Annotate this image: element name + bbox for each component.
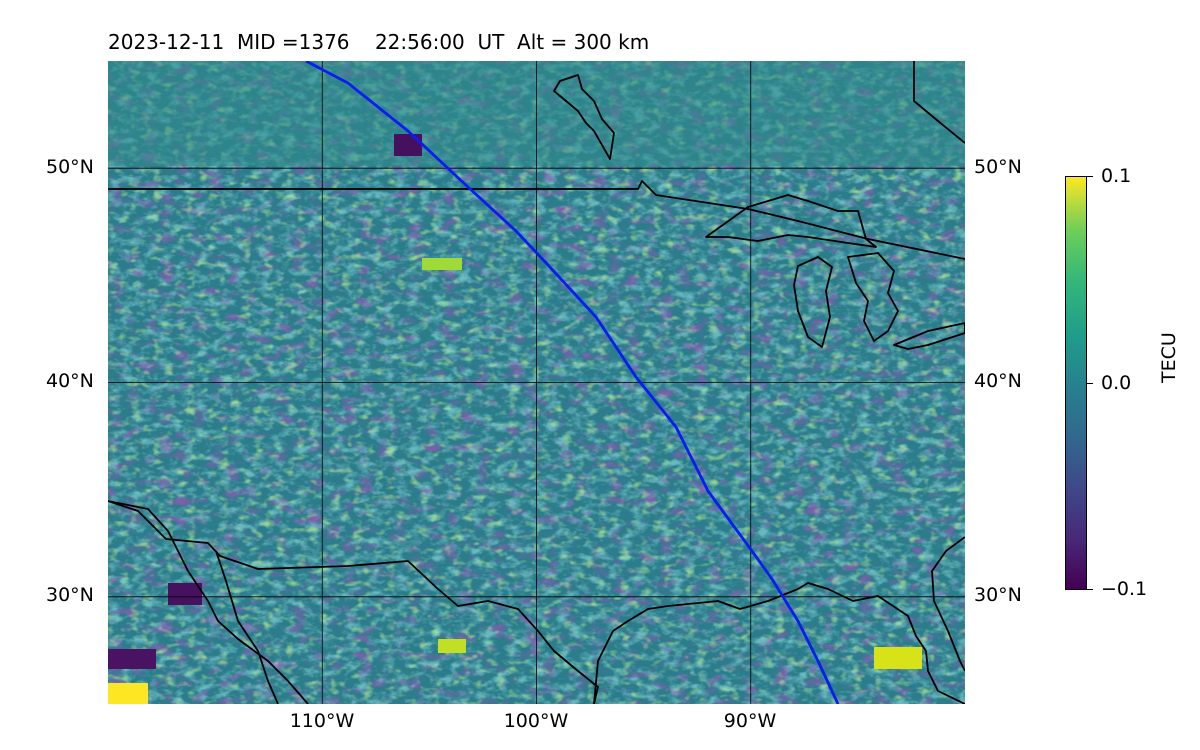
lat-label-40-left: 40°N bbox=[46, 370, 94, 392]
lat-label-30-right: 30°N bbox=[974, 584, 1022, 606]
mexico-west-coast bbox=[108, 500, 309, 704]
lake-huron bbox=[847, 252, 899, 342]
colorbar bbox=[1065, 176, 1087, 590]
bright-patch-2 bbox=[438, 639, 466, 653]
dark-patch-2 bbox=[108, 649, 156, 669]
map-title: 2023-12-11 MID =1376 22:56:00 UT Alt = 3… bbox=[108, 30, 650, 54]
lat-label-30-left: 30°N bbox=[46, 584, 94, 606]
colorbar-label-zero: 0.0 bbox=[1101, 372, 1132, 394]
lat-label-40-right: 40°N bbox=[974, 370, 1022, 392]
coastlines-borders bbox=[108, 61, 965, 704]
bright-patch-sw bbox=[108, 683, 148, 704]
lat-label-50-right: 50°N bbox=[974, 156, 1022, 178]
bright-patch-se bbox=[874, 647, 922, 669]
gulf-coast bbox=[108, 500, 599, 704]
lake-erie bbox=[893, 322, 965, 350]
satellite-track bbox=[305, 61, 840, 704]
texas-coast bbox=[593, 582, 965, 704]
colorbar-tick-min bbox=[1087, 589, 1093, 590]
dark-patch-1 bbox=[394, 134, 422, 156]
colorbar-label-min: −0.1 bbox=[1101, 578, 1148, 600]
lake-superior bbox=[705, 194, 877, 248]
florida bbox=[931, 536, 965, 672]
lon-label-100w: 100°W bbox=[503, 710, 569, 732]
map-gridlines bbox=[108, 61, 965, 704]
colorbar-tick-max bbox=[1087, 176, 1093, 177]
colorbar-unit-label: TECU bbox=[1158, 332, 1180, 383]
colorbar-label-max: 0.1 bbox=[1101, 165, 1132, 187]
baja-peninsula bbox=[215, 550, 279, 704]
bright-patch-3 bbox=[422, 258, 462, 270]
colorbar-tick-zero bbox=[1087, 383, 1093, 384]
hudson-coast bbox=[553, 74, 615, 160]
lake-michigan bbox=[793, 256, 833, 348]
lon-label-110w: 110°W bbox=[289, 710, 355, 732]
hudson-east bbox=[913, 61, 965, 144]
tec-map bbox=[108, 61, 965, 704]
dark-patch-3 bbox=[168, 583, 202, 605]
lon-label-90w: 90°W bbox=[723, 710, 777, 732]
lat-label-50-left: 50°N bbox=[46, 156, 94, 178]
us-canada-border bbox=[108, 180, 965, 260]
